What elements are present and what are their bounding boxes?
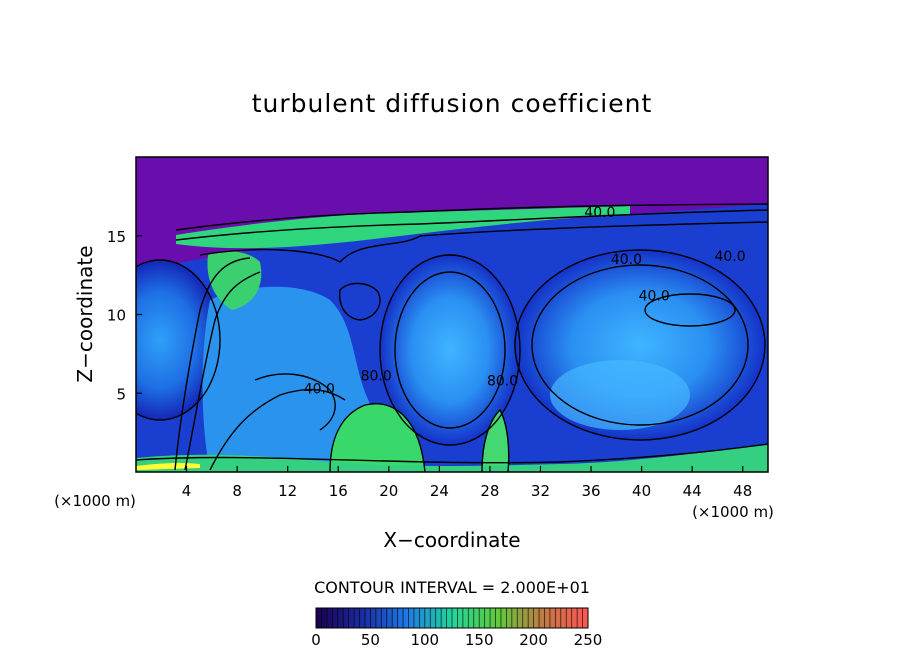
colorbar-tick-label: 100 <box>410 631 439 649</box>
x-tick-label: 8 <box>232 482 242 500</box>
field-center-vortex <box>380 255 520 445</box>
colorbar-tick-label: 250 <box>574 631 603 649</box>
x-tick-label: 4 <box>182 482 192 500</box>
y-axis-label: Z−coordinate <box>73 245 97 382</box>
heatmap-field <box>136 157 768 472</box>
y-tick-label: 15 <box>107 228 126 246</box>
field-green-lobe <box>330 403 425 472</box>
colorbar-tick-label: 50 <box>361 631 380 649</box>
x-unit-left: (×1000 m) <box>54 492 136 510</box>
contour-label: 80.0 <box>361 369 392 385</box>
y-tick-label: 10 <box>107 307 126 325</box>
x-tick-label: 32 <box>531 482 550 500</box>
field-right-vortex-core <box>550 360 690 430</box>
x-unit-right: (×1000 m) <box>692 503 774 521</box>
chart-title: turbulent diffusion coefficient <box>252 89 653 118</box>
x-tick-label: 16 <box>329 482 348 500</box>
x-tick-label: 36 <box>581 482 600 500</box>
contour-label: 40.0 <box>639 288 670 304</box>
x-tick-label: 28 <box>480 482 499 500</box>
contour-label: 40.0 <box>584 205 615 221</box>
colorbar-tick-label: 0 <box>311 631 321 649</box>
contour-label: 40.0 <box>714 249 745 265</box>
colorbar-tick-label: 200 <box>519 631 548 649</box>
x-tick-label: 40 <box>632 482 651 500</box>
x-tick-label: 20 <box>379 482 398 500</box>
field-green-left <box>207 250 262 310</box>
field-peak-strip <box>136 462 200 470</box>
field-upper-shear-band <box>176 206 630 249</box>
x-tick-label: 44 <box>683 482 702 500</box>
x-tick-label: 48 <box>733 482 752 500</box>
contour-label: 40.0 <box>304 381 335 397</box>
contour-label: 40.0 <box>611 252 642 268</box>
x-tick-label: 24 <box>430 482 449 500</box>
contour-lines <box>136 203 768 472</box>
x-axis-label: X−coordinate <box>383 528 520 552</box>
x-tick-label: 12 <box>278 482 297 500</box>
colorbar: 0 50 100 150 200 250 <box>311 607 603 649</box>
colorbar-tick-label: 150 <box>465 631 494 649</box>
field-left-vortex <box>136 260 220 420</box>
contour-label: 80.0 <box>487 373 518 389</box>
field-near-surface <box>136 445 768 472</box>
contour-interval-label: CONTOUR INTERVAL = 2.000E+01 <box>314 578 590 597</box>
field-green-column <box>482 410 509 472</box>
y-tick-label: 5 <box>116 385 126 403</box>
